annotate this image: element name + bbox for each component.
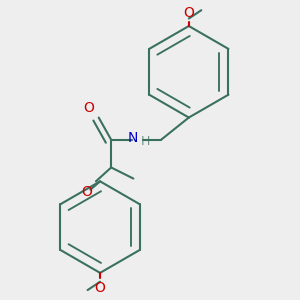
Text: O: O [84, 101, 94, 115]
Text: H: H [140, 135, 150, 148]
Text: N: N [127, 131, 137, 146]
Text: O: O [94, 280, 106, 295]
Text: O: O [183, 6, 194, 20]
Text: O: O [81, 185, 92, 200]
